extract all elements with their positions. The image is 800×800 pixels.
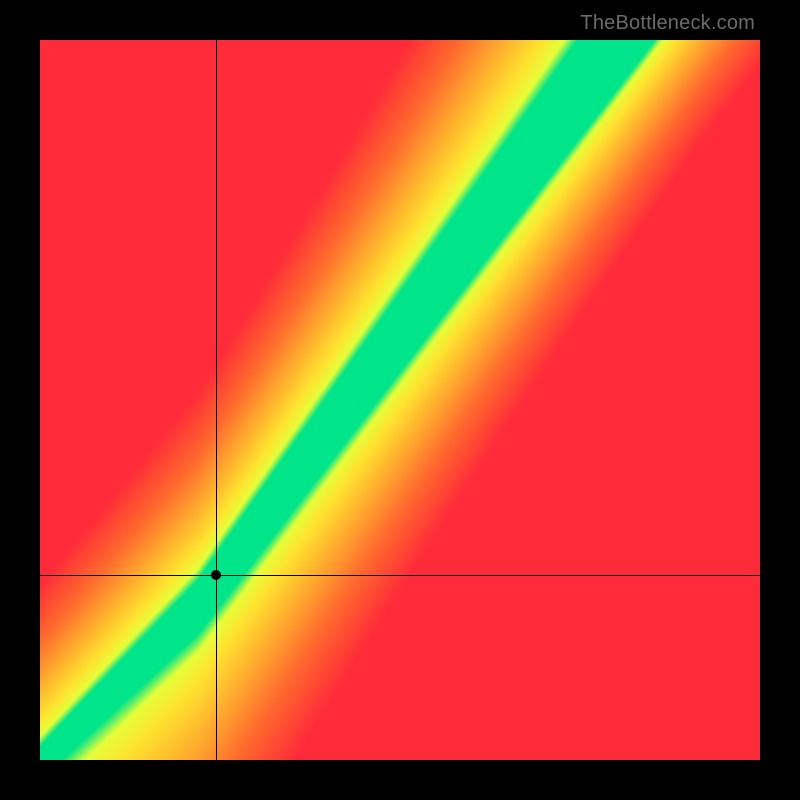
watermark-text: TheBottleneck.com: [580, 12, 755, 35]
crosshair-horizontal: [40, 575, 760, 576]
heatmap-chart: [40, 40, 760, 760]
crosshair-vertical: [216, 40, 217, 760]
heatmap-canvas: [40, 40, 760, 760]
data-point-marker: [211, 570, 221, 580]
